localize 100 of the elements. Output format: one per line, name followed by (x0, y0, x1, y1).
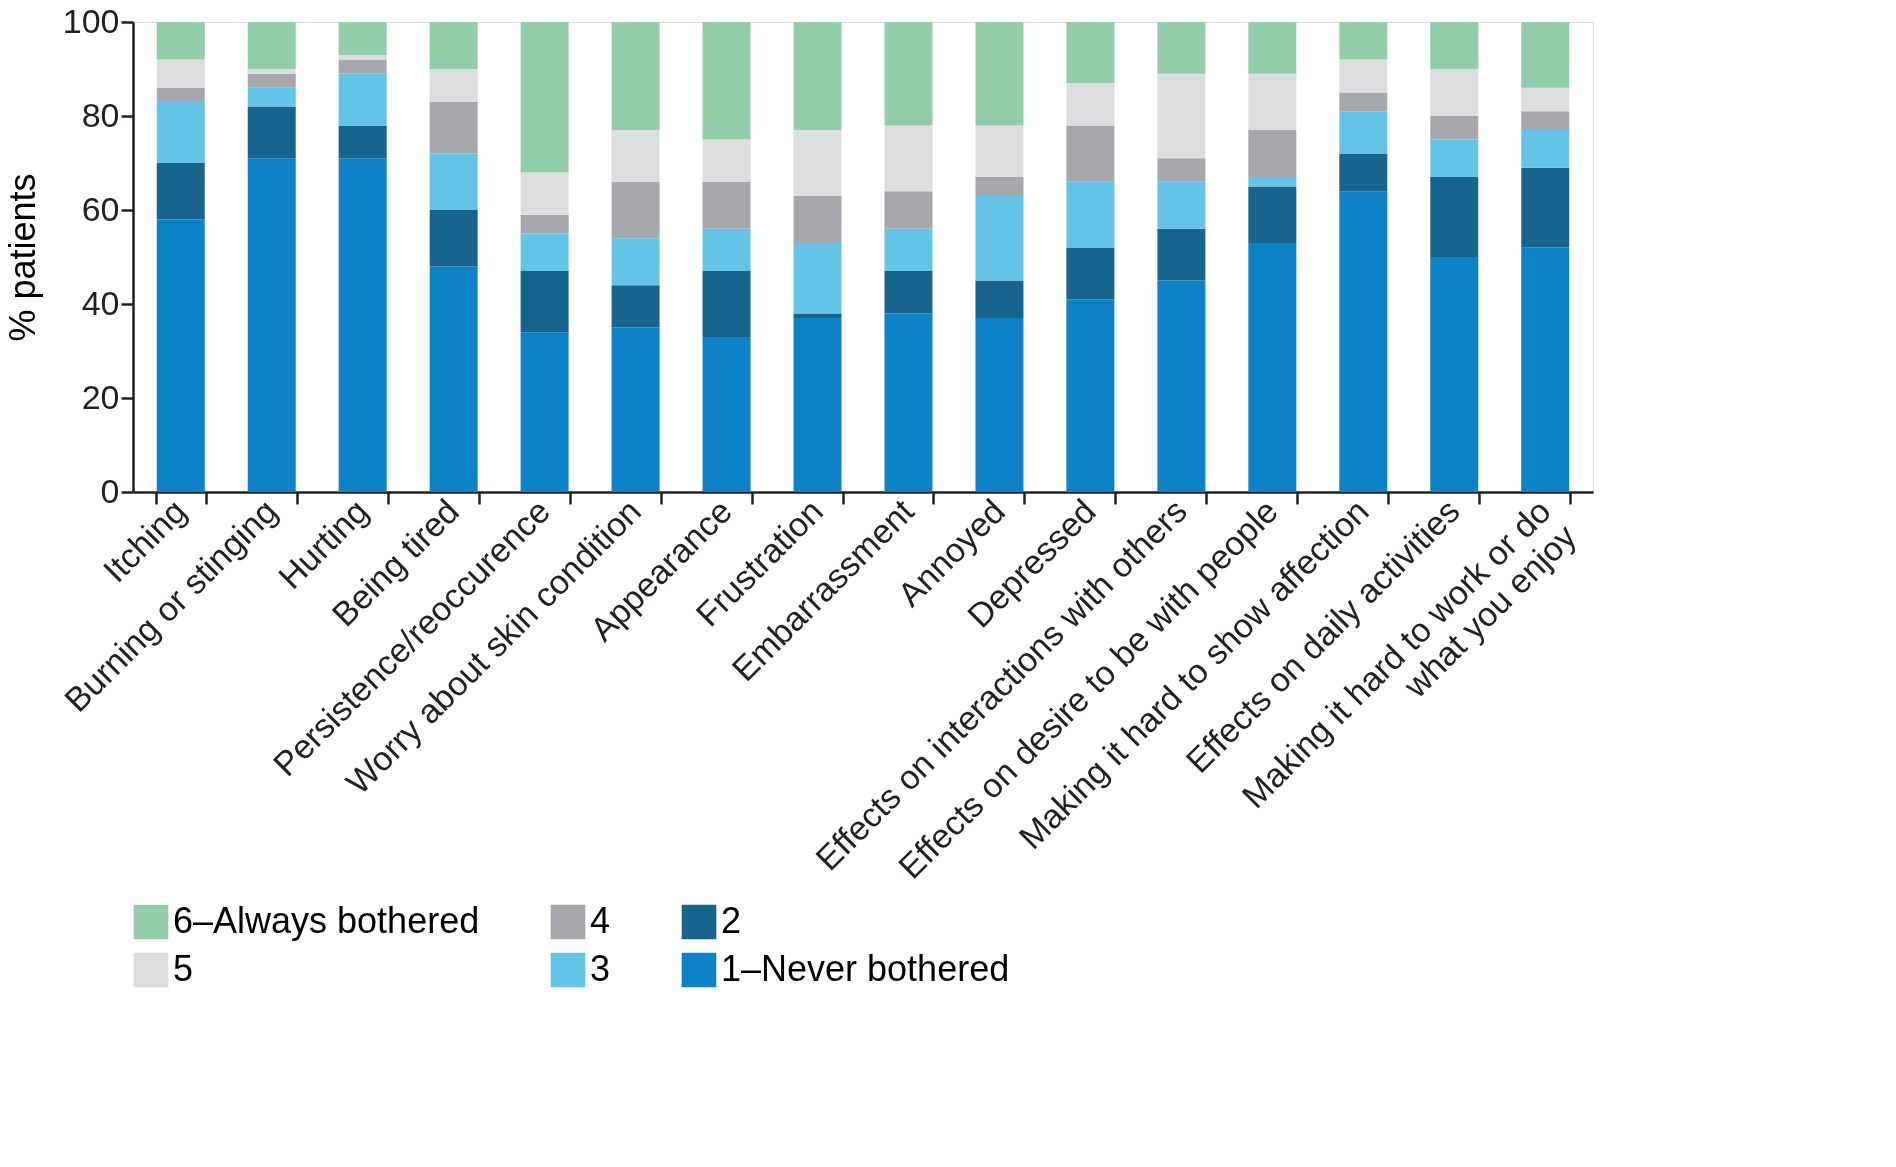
bar (1430, 69, 1479, 116)
bar (975, 125, 1024, 178)
legend-label: 1–Never bothered (721, 948, 1010, 989)
bar (1157, 181, 1206, 229)
bar (1430, 116, 1479, 140)
bar (1430, 22, 1479, 69)
bar (1430, 257, 1479, 492)
bar (247, 87, 296, 107)
bar (1066, 125, 1115, 182)
y-tick-label: 100 (62, 1, 120, 40)
bar (793, 195, 842, 243)
bar (429, 69, 478, 102)
bar (1339, 22, 1388, 60)
bar (884, 191, 933, 229)
bar (338, 22, 387, 55)
bar (1521, 167, 1570, 248)
bar (247, 69, 296, 74)
bar (429, 101, 478, 154)
bar (611, 285, 660, 328)
y-tick-label: 80 (81, 95, 120, 134)
bar (1066, 299, 1115, 492)
bar (702, 22, 751, 140)
bar (1157, 228, 1206, 281)
bar (520, 214, 569, 234)
bar (702, 139, 751, 182)
bar (247, 22, 296, 69)
bar (611, 327, 660, 492)
bar (1521, 247, 1570, 492)
bar (975, 280, 1024, 319)
bar (520, 271, 569, 333)
bar (975, 177, 1024, 196)
bar (884, 228, 933, 272)
bar (429, 153, 478, 210)
bar (1339, 59, 1388, 93)
legend-label: 3 (590, 948, 611, 989)
bar (1157, 73, 1206, 159)
y-tick-label: 20 (81, 377, 120, 416)
bar (702, 181, 751, 229)
y-tick-label: 40 (81, 283, 120, 322)
y-tick-label: 0 (100, 471, 120, 510)
bar (1521, 111, 1570, 131)
bar (702, 336, 751, 492)
bar (1248, 130, 1297, 178)
bar (156, 59, 205, 88)
bar (1339, 191, 1388, 492)
legend-label: 5 (173, 948, 194, 989)
bar (429, 266, 478, 492)
bar (1066, 247, 1115, 300)
legend-label: 4 (590, 900, 611, 941)
bar (156, 163, 205, 220)
bar (884, 313, 933, 492)
bar (702, 228, 751, 272)
bar (156, 22, 205, 60)
bar (1521, 87, 1570, 112)
bar (338, 158, 387, 492)
bar (1248, 73, 1297, 131)
bar (429, 22, 478, 69)
bar (793, 242, 842, 314)
legend-label: 6–Always bothered (173, 900, 480, 941)
y-axis-title: % patients (1, 173, 43, 342)
bar (975, 22, 1024, 126)
bar (611, 181, 660, 239)
bar (520, 172, 569, 215)
bar (156, 219, 205, 492)
bar (1521, 130, 1570, 168)
bar (520, 233, 569, 272)
bar (1066, 181, 1115, 248)
bar (156, 87, 205, 102)
bar (702, 271, 751, 337)
bar (1157, 22, 1206, 74)
bar (1248, 242, 1297, 492)
bar (1430, 177, 1479, 257)
bar (1066, 22, 1115, 84)
bar (884, 22, 933, 126)
bar (338, 73, 387, 126)
bar (338, 54, 387, 60)
bar (793, 22, 842, 131)
bar (1248, 186, 1297, 243)
bar (520, 332, 569, 492)
bar (338, 59, 387, 74)
bar (793, 130, 842, 196)
bar (338, 125, 387, 159)
bar (1157, 280, 1206, 492)
bar (1521, 22, 1570, 88)
bar (1248, 22, 1297, 74)
bar (975, 318, 1024, 492)
bar (429, 210, 478, 267)
bar (1157, 158, 1206, 182)
legend-label: 2 (721, 900, 742, 941)
bar (611, 130, 660, 182)
bar (247, 158, 296, 492)
bar (1248, 177, 1297, 187)
bar (1430, 139, 1479, 178)
bar (1339, 92, 1388, 112)
bar (884, 125, 933, 192)
bar (1339, 153, 1388, 192)
bar (611, 238, 660, 286)
bar (793, 318, 842, 492)
bar (611, 22, 660, 131)
bar (520, 22, 569, 173)
